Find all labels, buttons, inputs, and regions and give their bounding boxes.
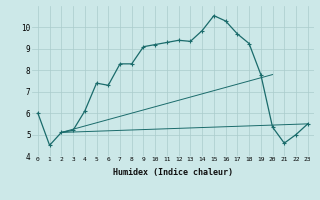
X-axis label: Humidex (Indice chaleur): Humidex (Indice chaleur) <box>113 168 233 177</box>
